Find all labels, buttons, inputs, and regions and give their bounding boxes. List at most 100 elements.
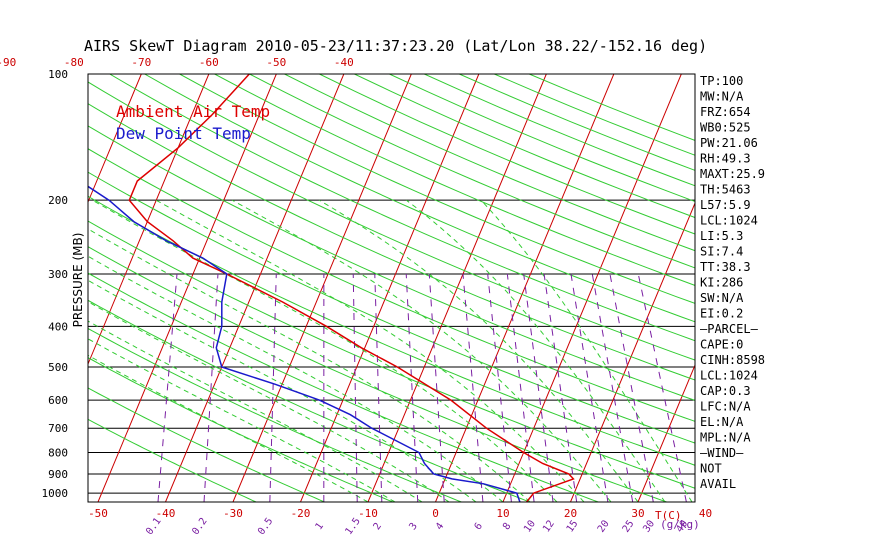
side-panel-item-3: WB0:525: [700, 121, 751, 135]
side-panel-item-10: LI:5.3: [700, 229, 743, 243]
side-panel-item-12: TT:38.3: [700, 260, 751, 274]
side-panel-item-16: —PARCEL—: [700, 322, 759, 336]
mixing-ratio-line-0: [157, 273, 178, 502]
mixing-ratio-label-6: 3: [407, 521, 419, 532]
side-panel-item-24: —WIND—: [700, 446, 744, 460]
mixing-ratio-label-8: 6: [473, 521, 485, 532]
dry-adiabat-0: [88, 418, 257, 502]
grid-layer: [0, 74, 870, 502]
side-panel-item-9: LCL:1024: [700, 214, 758, 228]
mixing-ratio-line-16: [637, 273, 687, 502]
mixing-ratio-line-1: [203, 273, 219, 502]
side-panel-item-14: SW:N/A: [700, 291, 744, 305]
dry-adiabat-6: [88, 246, 667, 502]
dry-adiabat-1: [88, 387, 325, 502]
dry-adiabat-2: [88, 357, 394, 502]
side-panel-item-20: CAP:0.3: [700, 384, 751, 398]
temperature-profile-line: [128, 74, 575, 502]
dry-adiabat-20: [319, 74, 695, 235]
dewpoint-profile-line: [88, 185, 521, 502]
top-temp-tick-label-8: -40: [334, 56, 354, 69]
isotherm-22: [841, 74, 870, 502]
side-panel-item-26: AVAIL: [700, 477, 736, 491]
profile-layer: [88, 74, 575, 502]
mixing-ratio-label-10: 10: [522, 518, 538, 534]
side-panel-item-8: L57:5.9: [700, 198, 751, 212]
isotherm-10: [88, 74, 210, 366]
dry-adiabat-10: [88, 148, 695, 422]
mixing-ratio-label-5: 2: [372, 521, 384, 532]
pressure-tick-label-2: 300: [48, 268, 68, 281]
pressure-tick-label-4: 500: [48, 361, 68, 374]
side-panel-item-4: PW:21.06: [700, 136, 758, 150]
mixing-ratio-label-14: 25: [621, 518, 637, 534]
side-panel-item-19: LCL:1024: [700, 369, 758, 383]
dry-adiabat-3: [88, 327, 462, 502]
bottom-temperature-axis: -50 -40 -30 -20 -10 0 10 20 30 40: [88, 507, 712, 520]
side-panel-item-13: KI:286: [700, 276, 743, 290]
pressure-tick-label-6: 700: [48, 422, 68, 435]
bottom-temp-tick-label-0: -50: [88, 507, 108, 520]
side-panel-item-6: MAXT:25.9: [700, 167, 765, 181]
mixing-ratio-label-13: 20: [596, 518, 612, 534]
pressure-tick-label-9: 1000: [42, 487, 69, 500]
dry-adiabat-7: [88, 220, 695, 489]
dry-adiabat-4: [88, 299, 530, 502]
bottom-temp-tick-label-3: -20: [291, 507, 311, 520]
mixing-ratio-line-14: [591, 273, 634, 502]
mixing-ratio-label-9: 8: [501, 521, 513, 532]
legend-ambient-air-temp: Ambient Air Temp: [116, 102, 270, 121]
mixing-ratio-line-11: [523, 273, 554, 502]
mixing-ratio-line-12: [543, 273, 578, 502]
moist-adiabat-5: [88, 255, 504, 502]
isotherm-8: [0, 74, 74, 502]
top-temp-tick-label-6: -60: [199, 56, 219, 69]
side-panel-item-7: TH:5463: [700, 183, 751, 197]
mixing-ratio-label-1: 0.2: [190, 516, 209, 537]
bottom-temp-tick-label-9: 40: [699, 507, 712, 520]
side-panel-item-25: NOT: [700, 462, 722, 476]
moist-adiabat-7: [92, 199, 558, 502]
dry-adiabat-11: [88, 125, 695, 401]
isotherm-21: [773, 74, 870, 502]
bottom-temp-tick-label-7: 20: [564, 507, 577, 520]
dry-adiabat-9: [88, 171, 695, 444]
dry-adiabat-23: [424, 74, 695, 187]
dry-adiabat-15: [144, 74, 695, 323]
mixing-ratio-label-2: 0.5: [256, 516, 275, 537]
isotherm-9: [88, 74, 142, 204]
side-panel-item-17: CAPE:0: [700, 338, 743, 352]
mixing-ratio-line-4: [352, 273, 358, 502]
isotherm-16: [435, 74, 615, 502]
pressure-tick-label-3: 400: [48, 320, 68, 333]
dry-adiabat-12: [88, 103, 695, 381]
side-panel-item-2: FRZ:654: [700, 105, 751, 119]
side-panel-item-1: MW:N/A: [700, 90, 744, 104]
top-temp-tick-label-3: -90: [0, 56, 16, 69]
dry-adiabat-18: [249, 74, 695, 269]
top-temperature-axis: -120-110-100-90-80-70-60-50-40: [0, 56, 354, 69]
bottom-temp-tick-label-4: -10: [358, 507, 378, 520]
moist-adiabat-6: [88, 228, 531, 502]
dry-adiabat-14: [109, 74, 695, 342]
isotherm-13: [232, 74, 412, 502]
top-temp-tick-label-4: -80: [64, 56, 84, 69]
dry-adiabat-22: [389, 74, 695, 203]
mixing-ratio-line-10: [506, 273, 535, 502]
legend-dew-point-temp: Dew Point Temp: [116, 124, 251, 143]
mixing-ratio-label-12: 15: [565, 518, 581, 534]
pressure-tick-label-1: 200: [48, 194, 68, 207]
bottom-temp-tick-label-8: 30: [631, 507, 644, 520]
moist-adiabat-3: [88, 301, 450, 502]
mixing-ratio-line-5: [374, 273, 383, 502]
moist-adiabat-10: [318, 199, 639, 502]
moist-adiabat-9: [231, 199, 612, 502]
pressure-tick-label-0: 100: [48, 68, 68, 81]
side-panel-item-11: SI:7.4: [700, 245, 743, 259]
pressure-tick-label-5: 600: [48, 394, 68, 407]
isotherm-7: [0, 74, 6, 502]
top-temp-tick-label-7: -50: [266, 56, 286, 69]
side-panel-item-0: TP:100: [700, 74, 743, 88]
